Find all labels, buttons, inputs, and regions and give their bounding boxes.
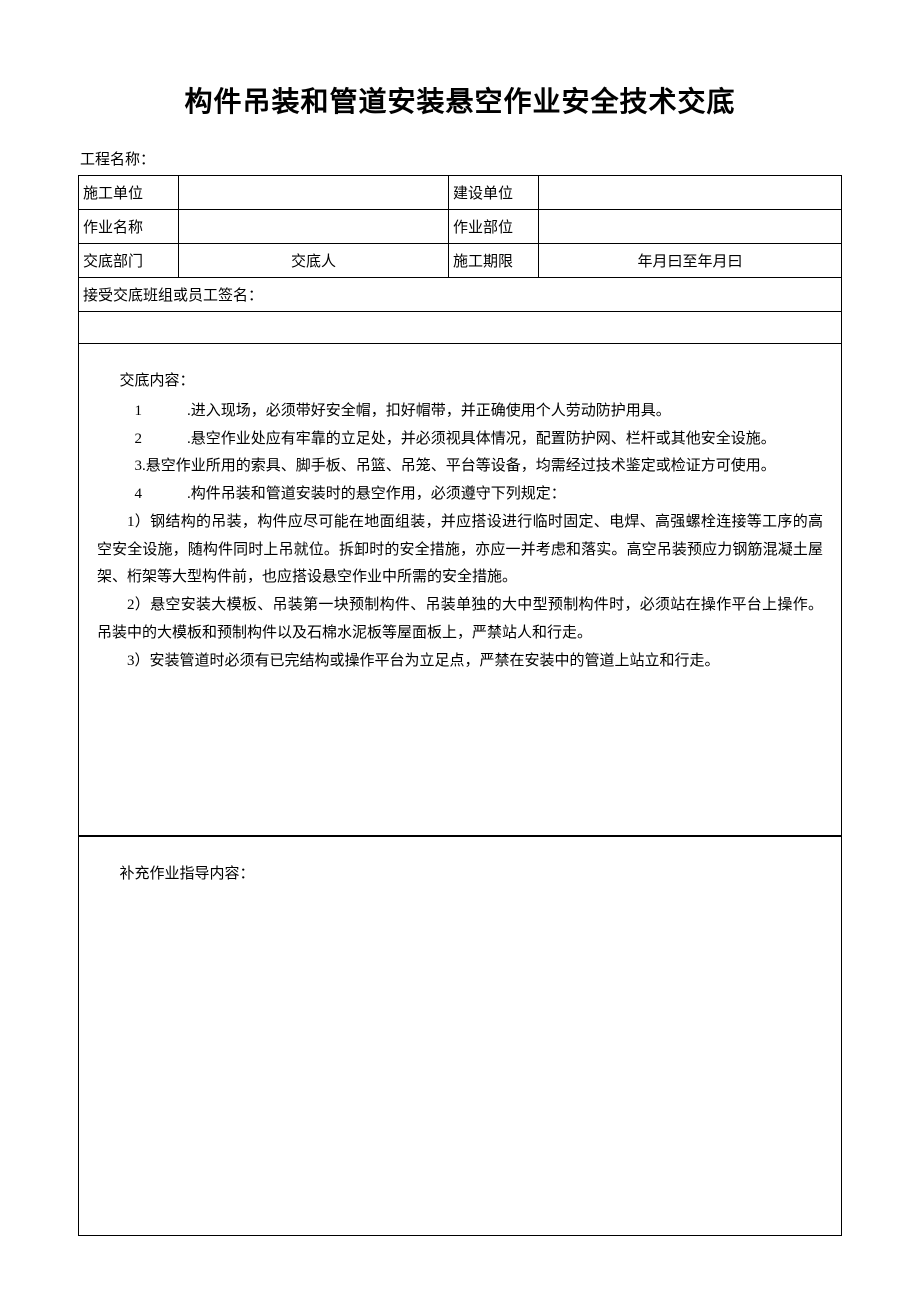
construction-unit-label: 施工单位	[79, 176, 179, 210]
table-row: 作业名称 作业部位	[79, 210, 842, 244]
work-part-value	[539, 210, 842, 244]
table-row: 施工单位 建设单位	[79, 176, 842, 210]
list-item: 2 .悬空作业处应有牢靠的立足处，并必须视具体情况，配置防护网、栏杆或其他安全设…	[135, 426, 824, 454]
sub-list-item: 3）安装管道时必须有已完结构或操作平台为立足点，严禁在安装中的管道上站立和行走。	[97, 648, 823, 676]
content-section: 交底内容： 1 .进入现场，必须带好安全帽，扣好帽带，并正确使用个人劳动防护用具…	[78, 344, 842, 836]
work-name-label: 作业名称	[79, 210, 179, 244]
build-unit-label: 建设单位	[449, 176, 539, 210]
period-label: 施工期限	[449, 244, 539, 278]
list-item: 1 .进入现场，必须带好安全帽，扣好帽带，并正确使用个人劳动防护用具。	[135, 398, 824, 426]
item-text: .悬空作业处应有牢靠的立足处，并必须视具体情况，配置防护网、栏杆或其他安全设施。	[187, 426, 776, 454]
supplement-heading: 补充作业指导内容：	[97, 861, 823, 889]
sub-list-item: 1）钢结构的吊装，构件应尽可能在地面组装，并应搭设进行临时固定、电焊、高强螺栓连…	[97, 509, 823, 592]
person-label: 交底人	[179, 244, 449, 278]
item-number: 2	[135, 426, 188, 454]
work-part-label: 作业部位	[449, 210, 539, 244]
supplement-section: 补充作业指导内容：	[78, 836, 842, 1236]
build-unit-value	[539, 176, 842, 210]
item-number: 1	[135, 398, 188, 426]
project-name-label: 工程名称：	[78, 148, 842, 169]
item-text: .构件吊装和管道安装时的悬空作用，必须遵守下列规定：	[187, 481, 566, 509]
sub-list-item: 2）悬空安装大模板、吊装第一块预制构件、吊装单独的大中型预制构件时，必须站在操作…	[97, 592, 823, 648]
dept-label: 交底部门	[79, 244, 179, 278]
construction-unit-value	[179, 176, 449, 210]
spacer-row	[79, 312, 842, 344]
form-header-table: 施工单位 建设单位 作业名称 作业部位 交底部门 交底人 施工期限 年月曰至年月…	[78, 175, 842, 344]
period-value: 年月曰至年月曰	[539, 244, 842, 278]
item-number: 4	[135, 481, 188, 509]
signature-row: 接受交底班组或员工签名：	[79, 278, 842, 312]
list-item: 4 .构件吊装和管道安装时的悬空作用，必须遵守下列规定：	[135, 481, 824, 509]
content-heading: 交底内容：	[97, 368, 823, 396]
table-row: 交底部门 交底人 施工期限 年月曰至年月曰	[79, 244, 842, 278]
document-title: 构件吊装和管道安装悬空作业安全技术交底	[78, 80, 842, 120]
item-text: .进入现场，必须带好安全帽，扣好帽带，并正确使用个人劳动防护用具。	[187, 398, 671, 426]
work-name-value	[179, 210, 449, 244]
list-item: 3.悬空作业所用的索具、脚手板、吊篮、吊笼、平台等设备，均需经过技术鉴定或检证方…	[135, 453, 824, 481]
signature-label: 接受交底班组或员工签名：	[79, 278, 842, 312]
